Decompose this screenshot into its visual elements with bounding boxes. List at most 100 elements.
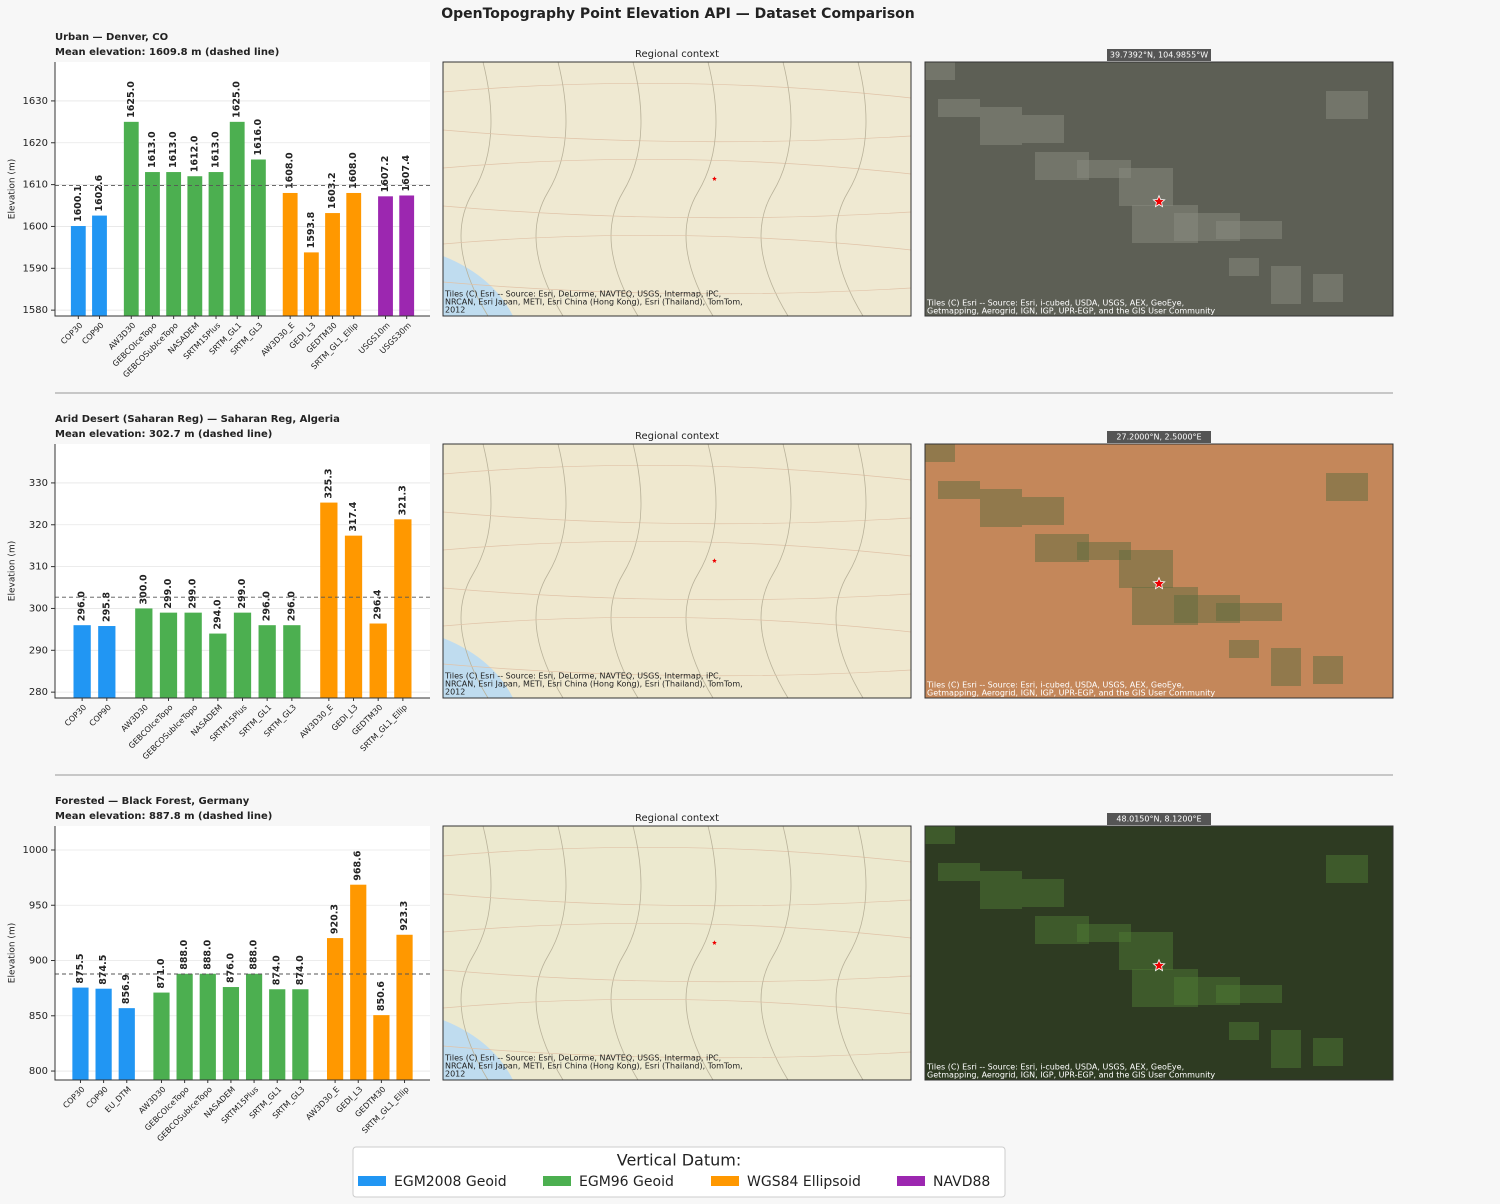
y-tick-label: 300 (29, 603, 48, 614)
bar (346, 192, 362, 316)
map-border (535, 61, 567, 317)
satellite-texture (925, 826, 955, 844)
map-road (442, 540, 912, 557)
map-road (442, 587, 912, 601)
satellite-texture (1271, 266, 1301, 304)
value-label: 296.0 (77, 591, 88, 621)
chart-title: Arid Desert (Saharan Reg) — Saharan Reg,… (55, 414, 340, 425)
map-title: Regional context (635, 813, 719, 824)
value-label: 1602.6 (94, 175, 105, 212)
satellite-texture (980, 489, 1022, 527)
bar (208, 172, 224, 316)
satellite-texture (1313, 274, 1343, 302)
value-label: 876.0 (225, 953, 236, 983)
bar (153, 992, 170, 1080)
satellite-texture (1132, 969, 1198, 1007)
map-road (442, 205, 912, 219)
map-background (443, 826, 911, 1080)
bar (123, 121, 139, 316)
map-marker (712, 558, 717, 563)
y-axis-label: Elevation (m) (8, 159, 18, 219)
value-label: 888.0 (249, 939, 260, 969)
bar (135, 608, 153, 698)
bar (394, 519, 412, 698)
legend-swatch (543, 1176, 571, 1186)
map-attribution: NRCAN, Esri Japan, METI, Esri China (Hon… (445, 1062, 743, 1071)
satellite-texture (1077, 160, 1131, 178)
map-road (442, 129, 912, 143)
chart-subtitle: Mean elevation: 1609.8 m (dashed line) (55, 47, 279, 58)
map-road (442, 82, 912, 99)
satellite-texture (1022, 497, 1064, 525)
legend-swatch (711, 1176, 739, 1186)
bar (326, 938, 344, 1080)
map-border (535, 825, 567, 1081)
satellite-texture (980, 107, 1022, 145)
value-label: 968.6 (353, 850, 364, 880)
bar (118, 1008, 135, 1080)
bar (373, 1015, 390, 1080)
bar (350, 884, 367, 1080)
satellite-frame (924, 443, 1394, 699)
map-attribution: NRCAN, Esri Japan, METI, Esri China (Hon… (445, 298, 743, 307)
bar (209, 633, 227, 698)
chart-subtitle: Mean elevation: 302.7 m (dashed line) (55, 429, 272, 440)
bar (258, 625, 276, 698)
bar (369, 623, 387, 698)
legend-label: EGM2008 Geoid (394, 1174, 507, 1190)
map-background (443, 444, 911, 698)
map-border (685, 825, 717, 1081)
legend-label: WGS84 Ellipsoid (747, 1174, 861, 1190)
map-border (610, 443, 642, 699)
satellite-texture (1132, 587, 1198, 625)
coords-label: 39.7392°N, 104.9855°W (1110, 51, 1208, 60)
y-tick-label: 290 (29, 645, 48, 656)
y-tick-label: 320 (29, 520, 48, 531)
satellite-texture (1077, 542, 1131, 560)
value-label: 1608.0 (348, 152, 359, 189)
y-tick-label: 310 (29, 562, 48, 573)
value-label: 874.5 (98, 955, 109, 985)
bar (199, 973, 216, 1080)
map-marker (712, 176, 717, 181)
value-label: 1625.0 (232, 81, 243, 118)
chart-title: Urban — Denver, CO (55, 32, 168, 43)
bar (344, 535, 363, 698)
map-border (760, 443, 792, 699)
bar (229, 121, 245, 316)
value-label: 1613.0 (211, 131, 222, 168)
map-title: Regional context (635, 49, 719, 60)
satellite-frame (924, 61, 1394, 317)
map-border (460, 443, 492, 699)
y-tick-label: 1610 (23, 180, 48, 191)
map-border (835, 443, 867, 699)
bar (72, 987, 89, 1080)
satellite-texture (1271, 648, 1301, 686)
map-road (442, 846, 912, 863)
satellite-texture (1229, 258, 1259, 276)
satellite-texture (980, 871, 1022, 909)
y-tick-label: 800 (29, 1066, 48, 1077)
map-road (442, 893, 912, 907)
value-label: 888.0 (179, 939, 190, 969)
y-axis-label: Elevation (m) (8, 923, 18, 983)
bar (245, 973, 263, 1080)
satellite-texture (1313, 656, 1343, 684)
satellite-attribution: Getmapping, Aerogrid, IGN, IGP, UPR-EGP,… (927, 689, 1215, 698)
bar (269, 989, 286, 1080)
bar (95, 988, 112, 1080)
value-label: 1625.0 (126, 81, 137, 118)
satellite-texture (1022, 115, 1064, 143)
y-tick-label: 950 (29, 900, 48, 911)
bar (378, 196, 393, 316)
bar (250, 159, 266, 316)
satellite-texture (938, 481, 980, 499)
value-label: 296.0 (262, 591, 273, 621)
coords-badge (1107, 813, 1211, 825)
satellite-attribution: Getmapping, Aerogrid, IGN, IGP, UPR-EGP,… (927, 307, 1215, 316)
map-border (610, 61, 642, 317)
legend-label: EGM96 Geoid (579, 1174, 674, 1190)
coords-badge (1107, 431, 1211, 443)
bar (159, 612, 178, 698)
